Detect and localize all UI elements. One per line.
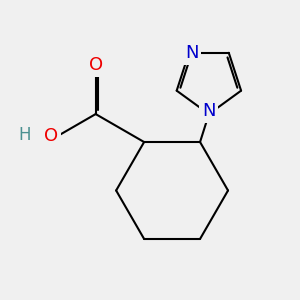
Text: O: O [88, 56, 103, 74]
Text: O: O [44, 127, 58, 145]
Text: H: H [19, 126, 31, 144]
Text: N: N [185, 44, 199, 62]
Text: N: N [202, 102, 216, 120]
